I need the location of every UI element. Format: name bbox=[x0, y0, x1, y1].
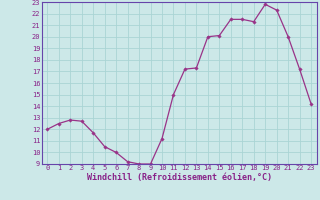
X-axis label: Windchill (Refroidissement éolien,°C): Windchill (Refroidissement éolien,°C) bbox=[87, 173, 272, 182]
